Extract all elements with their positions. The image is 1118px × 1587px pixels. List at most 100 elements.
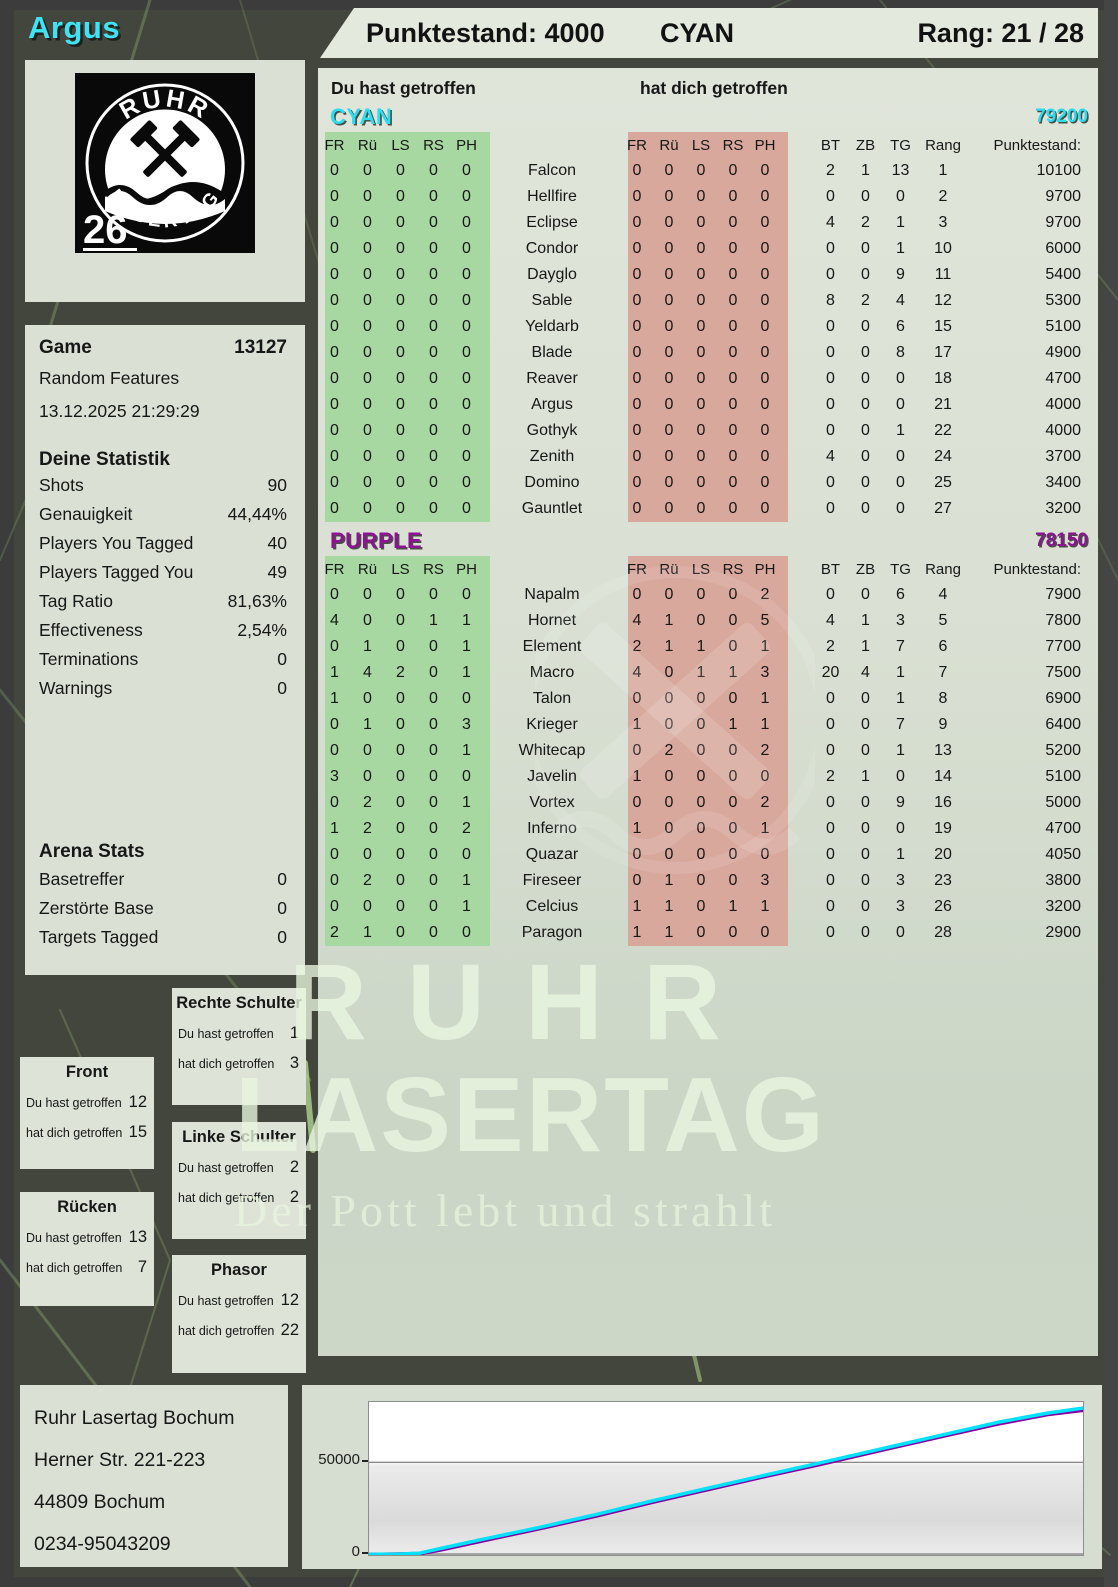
cell-you-hit: 0 (429, 898, 438, 915)
stat-row-value: 0 (277, 649, 287, 669)
cell-hit-you: 0 (728, 162, 738, 179)
cell-you-hit: 0 (330, 162, 339, 179)
cell-you-hit: 0 (429, 846, 438, 863)
bodypart-box-linke-schulter: Linke Schulter Du hast getroffen 2 hat di… (172, 1122, 306, 1239)
cell-zb: 2 (861, 292, 870, 309)
cell-rang: 27 (934, 500, 952, 517)
stat-row-value: 81,63% (227, 591, 287, 611)
cell-zb: 0 (861, 586, 870, 603)
cell-punktestand: 3200 (1045, 898, 1081, 915)
cell-you-hit: 4 (363, 664, 372, 681)
you-hit-block (325, 132, 490, 522)
cell-hit-you: 1 (632, 716, 642, 733)
cell-hit-you: 0 (728, 266, 738, 283)
y-axis-tick-0: 0 (351, 1543, 360, 1560)
cell-you-hit: 1 (363, 716, 372, 733)
cell-zb: 4 (861, 664, 870, 681)
cell-you-hit: 0 (396, 292, 405, 309)
they-hit-label: hat dich getroffen (178, 1324, 275, 1338)
cell-hit-you: 0 (664, 422, 674, 439)
cell-you-hit: 0 (396, 742, 405, 759)
cell-player-name: Argus (531, 396, 573, 413)
cell-you-hit: 0 (429, 266, 438, 283)
cell-player-name: Yeldarb (525, 318, 579, 335)
cell-you-hit: 0 (462, 396, 471, 413)
cell-you-hit: 0 (462, 500, 471, 517)
stat-row: Genauigkeit 44,44% (39, 500, 287, 529)
cell-punktestand: 5100 (1045, 318, 1081, 335)
game-mode: Random Features (39, 368, 180, 388)
arena-row: Basetreffer 0 (39, 865, 287, 894)
cell-hit-you: 0 (664, 344, 674, 361)
cell-player-name: Blade (531, 344, 573, 361)
cell-you-hit: 0 (429, 214, 438, 231)
cell-hit-you: 4 (632, 664, 642, 681)
cell-hit-you: 0 (696, 898, 706, 915)
cell-hit-you: 1 (632, 768, 642, 785)
ruhr-lasertag-logo-icon: RUHR LASERTAG 26 (83, 83, 245, 252)
cell-tg: 7 (896, 716, 905, 733)
cell-you-hit: 0 (396, 474, 405, 491)
cell-hit-you: 0 (664, 396, 674, 413)
col-header: BT (820, 136, 841, 154)
cell-hit-you: 1 (760, 898, 770, 915)
arena-row-value: 0 (277, 869, 287, 889)
stat-row-label: Players You Tagged (39, 533, 194, 553)
cell-you-hit: 4 (330, 612, 339, 629)
cell-you-hit: 1 (330, 690, 339, 707)
cell-bt: 0 (826, 742, 835, 759)
cell-hit-you: 1 (760, 820, 770, 837)
cell-you-hit: 2 (363, 872, 372, 889)
col-header: FR (627, 560, 647, 578)
cell-hit-you: 0 (664, 266, 674, 283)
cell-hit-you: 0 (728, 768, 738, 785)
cell-you-hit: 0 (462, 846, 471, 863)
cell-bt: 0 (826, 690, 835, 707)
team-name: CYAN (330, 104, 393, 129)
cell-hit-you: 3 (760, 664, 770, 681)
cell-hit-you: 0 (696, 500, 706, 517)
tick-mark (362, 1460, 368, 1463)
stat-row-label: Tag Ratio (39, 591, 113, 611)
cell-player-name: Javelin (527, 768, 577, 785)
cell-you-hit: 0 (396, 924, 405, 941)
cell-hit-you: 0 (664, 474, 674, 491)
player-name-title: Argus (28, 10, 121, 45)
cell-rang: 28 (934, 924, 952, 941)
you-hit-value: 13 (128, 1228, 147, 1246)
cell-rang: 19 (934, 820, 952, 837)
cell-bt: 0 (826, 586, 835, 603)
player-row: 4 0 0 1 1 Hornet 4 1 0 0 5 4 1 3 5 7800 (318, 608, 1098, 634)
cell-rang: 10 (934, 240, 952, 257)
stat-row: Players Tagged You 49 (39, 558, 287, 587)
cell-hit-you: 0 (664, 794, 674, 811)
cell-you-hit: 0 (396, 448, 405, 465)
player-row: 0 0 0 0 0 Sable 0 0 0 0 0 8 2 4 12 5300 (318, 288, 1098, 314)
cell-rang: 8 (938, 690, 948, 707)
cell-you-hit: 0 (363, 344, 372, 361)
cell-zb: 0 (861, 370, 870, 387)
col-header: LS (391, 136, 410, 154)
cell-hit-you: 4 (632, 612, 642, 629)
cell-hit-you: 1 (664, 924, 674, 941)
cell-you-hit: 2 (363, 794, 372, 811)
cell-you-hit: 1 (363, 924, 372, 941)
cell-you-hit: 0 (396, 396, 405, 413)
cell-rang: 26 (934, 898, 952, 915)
cell-hit-you: 0 (696, 612, 706, 629)
cell-player-name: Celcius (525, 898, 579, 915)
cell-you-hit: 0 (429, 768, 438, 785)
cell-you-hit: 0 (429, 474, 438, 491)
cell-zb: 1 (861, 162, 870, 179)
cell-hit-you: 0 (696, 448, 706, 465)
they-hit-value: 7 (137, 1258, 147, 1276)
player-row: 0 0 0 0 0 Gothyk 0 0 0 0 0 0 0 1 22 4000 (318, 418, 1098, 444)
cell-hit-you: 0 (632, 266, 642, 283)
cell-you-hit: 0 (396, 872, 405, 889)
cell-you-hit: 0 (396, 586, 405, 603)
cell-hit-you: 1 (696, 664, 706, 681)
cell-you-hit: 0 (462, 448, 471, 465)
column-header-row: FR Rü LS RS PH FR Rü LS RS PH BT ZB TG Rang Punktestan… (318, 556, 1098, 582)
cell-hit-you: 0 (664, 162, 674, 179)
cell-player-name: Fireseer (522, 872, 582, 889)
